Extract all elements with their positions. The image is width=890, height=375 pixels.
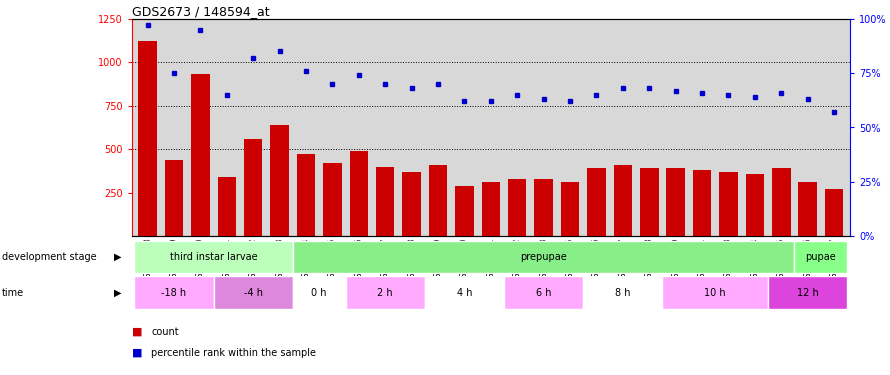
Text: 0 h: 0 h <box>312 288 327 297</box>
Bar <box>217 177 236 236</box>
Bar <box>293 241 795 273</box>
Text: 4 h: 4 h <box>457 288 473 297</box>
Bar <box>504 276 583 309</box>
Text: time: time <box>2 288 24 297</box>
Text: count: count <box>151 327 179 337</box>
Bar <box>134 241 293 273</box>
Bar <box>719 172 738 236</box>
Bar <box>350 151 368 236</box>
Text: 12 h: 12 h <box>797 288 819 297</box>
Bar <box>293 276 345 309</box>
Text: ■: ■ <box>132 327 142 337</box>
Bar <box>481 182 500 236</box>
Bar <box>271 125 289 236</box>
Bar <box>376 166 394 236</box>
Text: GDS2673 / 148594_at: GDS2673 / 148594_at <box>132 4 270 18</box>
Bar <box>746 174 765 236</box>
Text: -4 h: -4 h <box>244 288 263 297</box>
Text: 2 h: 2 h <box>377 288 393 297</box>
Bar <box>795 241 847 273</box>
Bar <box>134 276 214 309</box>
Bar <box>138 41 157 236</box>
Bar <box>429 165 448 236</box>
Bar <box>323 163 342 236</box>
Bar <box>772 168 790 236</box>
Bar <box>425 276 504 309</box>
Bar <box>662 276 768 309</box>
Bar <box>825 189 844 236</box>
Text: 8 h: 8 h <box>615 288 631 297</box>
Bar <box>561 182 579 236</box>
Bar <box>244 139 263 236</box>
Text: pupae: pupae <box>805 252 837 262</box>
Text: -18 h: -18 h <box>161 288 187 297</box>
Bar <box>402 172 421 236</box>
Text: development stage: development stage <box>2 252 96 262</box>
Bar <box>798 182 817 236</box>
Bar <box>296 154 315 236</box>
Bar <box>345 276 425 309</box>
Bar <box>768 276 847 309</box>
Bar <box>613 165 632 236</box>
Text: 6 h: 6 h <box>536 288 552 297</box>
Bar <box>583 276 662 309</box>
Text: percentile rank within the sample: percentile rank within the sample <box>151 348 316 357</box>
Bar <box>455 186 473 236</box>
Text: prepupae: prepupae <box>521 252 567 262</box>
Bar <box>667 168 685 236</box>
Bar <box>534 179 553 236</box>
Text: third instar larvae: third instar larvae <box>170 252 257 262</box>
Text: ■: ■ <box>132 348 142 357</box>
Bar <box>587 168 606 236</box>
Bar <box>214 276 293 309</box>
Bar <box>640 168 659 236</box>
Text: ▶: ▶ <box>114 252 121 262</box>
Text: ▶: ▶ <box>114 288 121 297</box>
Bar <box>508 179 527 236</box>
Text: 10 h: 10 h <box>705 288 726 297</box>
Bar <box>191 74 210 236</box>
Bar <box>692 170 711 236</box>
Bar <box>165 160 183 236</box>
